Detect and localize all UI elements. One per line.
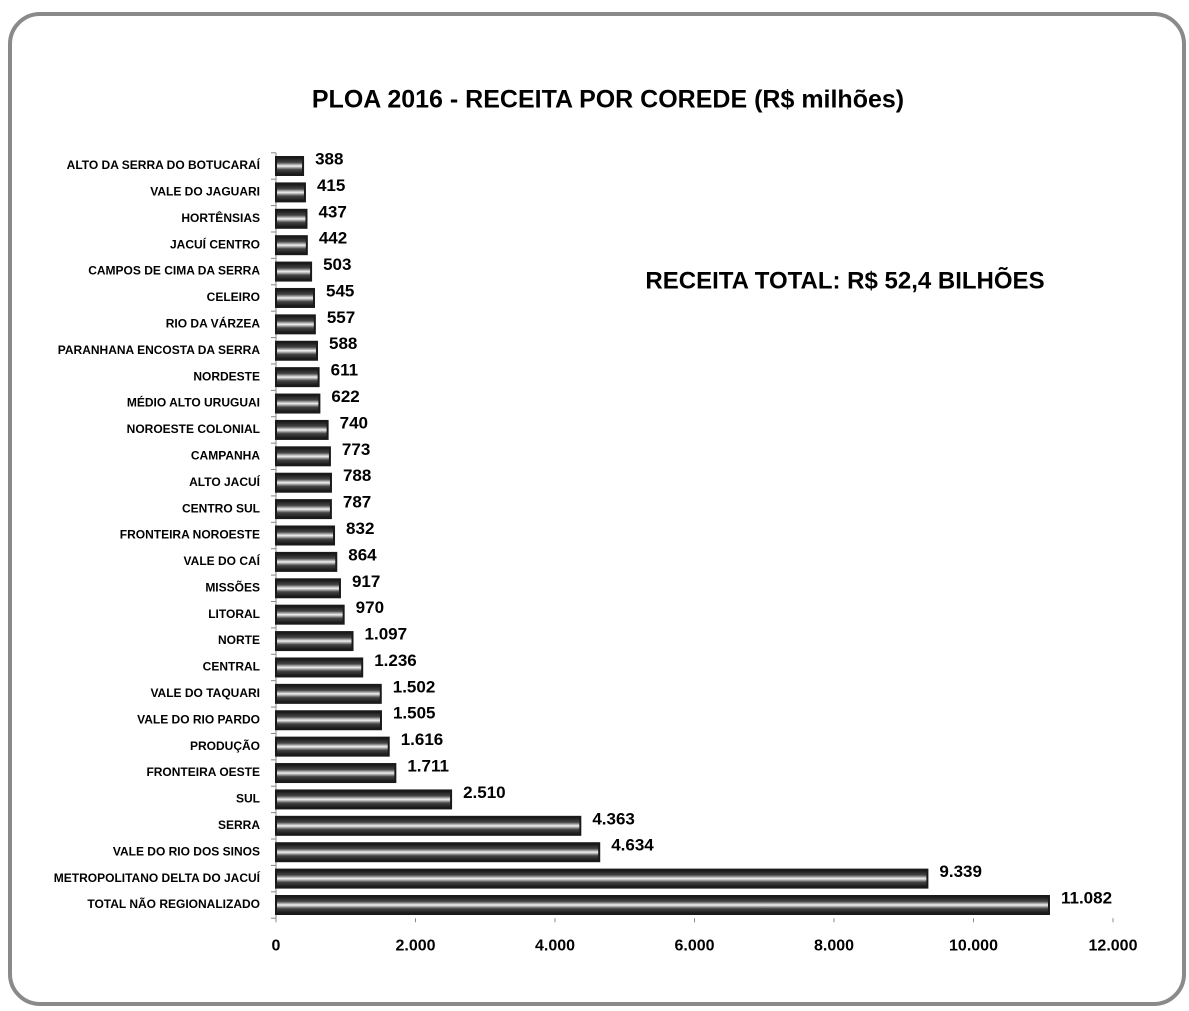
y-tick-label: TOTAL NÃO REGIONALIZADO xyxy=(87,896,260,911)
y-tick-label: SERRA xyxy=(218,818,260,832)
value-label: 1.502 xyxy=(393,677,436,696)
value-label: 740 xyxy=(340,413,368,432)
value-label: 442 xyxy=(319,229,347,248)
bar xyxy=(275,182,306,203)
bar xyxy=(275,789,453,810)
bar xyxy=(275,156,305,176)
value-label: 773 xyxy=(342,440,370,459)
chart-title: PLOA 2016 - RECEITA POR COREDE (R$ milhõ… xyxy=(312,86,904,114)
y-tick-label: CENTRO SUL xyxy=(182,501,260,515)
value-label: 917 xyxy=(352,572,380,591)
bar xyxy=(275,340,319,361)
bar xyxy=(275,208,308,229)
bar xyxy=(275,683,382,704)
bar xyxy=(275,868,929,889)
value-label: 1.711 xyxy=(407,757,449,776)
y-tick-label: SUL xyxy=(236,792,260,806)
y-tick-label: MÉDIO ALTO URUGUAI xyxy=(127,395,260,410)
value-label: 588 xyxy=(329,334,357,353)
bar xyxy=(275,261,313,282)
value-label: 1.505 xyxy=(393,704,436,723)
value-label: 4.634 xyxy=(611,836,654,855)
value-label: 9.339 xyxy=(939,862,982,881)
annotation: RECEITA TOTAL: R$ 52,4 BILHÕES xyxy=(645,266,1044,294)
bar xyxy=(275,578,341,599)
y-tick-label: PRODUÇÃO xyxy=(190,738,260,753)
value-label: 437 xyxy=(318,202,346,221)
bar xyxy=(275,367,320,388)
value-label: 388 xyxy=(315,149,343,168)
bar xyxy=(275,657,364,678)
bar xyxy=(275,763,397,784)
bar xyxy=(275,710,382,731)
y-tick-label: VALE DO CAÍ xyxy=(184,553,261,568)
y-tick-label: ALTO JACUÍ xyxy=(189,474,261,489)
x-tick-label: 8.000 xyxy=(814,937,854,954)
y-tick-label: MISSÕES xyxy=(205,579,260,594)
bar xyxy=(275,604,345,625)
x-tick-label: 12.000 xyxy=(1089,937,1138,954)
value-label: 1.236 xyxy=(374,651,417,670)
bar xyxy=(275,895,1050,915)
value-label: 787 xyxy=(343,493,371,512)
value-label: 557 xyxy=(327,308,355,327)
bar xyxy=(275,393,321,414)
y-tick-label: PARANHANA ENCOSTA DA SERRA xyxy=(58,343,261,357)
y-tick-label: VALE DO TAQUARI xyxy=(150,686,260,700)
value-label: 503 xyxy=(323,255,351,274)
y-tick-label: CAMPOS DE CIMA DA SERRA xyxy=(88,264,260,278)
value-label: 11.082 xyxy=(1061,888,1112,907)
y-tick-label: VALE DO JAGUARI xyxy=(150,185,260,199)
y-tick-label: JACUÍ CENTRO xyxy=(170,236,260,251)
value-label: 788 xyxy=(343,466,371,485)
y-tick-label: CENTRAL xyxy=(203,660,260,674)
y-tick-label: NOROESTE COLONIAL xyxy=(127,422,260,436)
y-tick-label: FRONTEIRA NOROESTE xyxy=(120,528,260,542)
x-tick-label: 10.000 xyxy=(949,937,998,954)
y-tick-label: ALTO DA SERRA DO BOTUCARAÍ xyxy=(67,157,261,172)
value-label: 832 xyxy=(346,519,374,538)
x-tick-label: 2.000 xyxy=(395,937,435,954)
value-label: 622 xyxy=(331,387,359,406)
bar xyxy=(275,842,601,863)
y-tick-label: NORTE xyxy=(218,633,260,647)
value-label: 970 xyxy=(356,598,384,617)
value-label: 545 xyxy=(326,281,354,300)
y-tick-label: VALE DO RIO DOS SINOS xyxy=(113,844,260,858)
value-label: 864 xyxy=(348,545,377,564)
bar xyxy=(275,287,316,308)
y-tick-label: FRONTEIRA OESTE xyxy=(146,765,260,779)
x-tick-label: 4.000 xyxy=(535,937,575,954)
value-label: 1.097 xyxy=(365,625,408,644)
y-tick-label: LITORAL xyxy=(208,607,260,621)
bar xyxy=(275,631,354,652)
y-tick-label: CELEIRO xyxy=(207,290,260,304)
x-tick-label: 0 xyxy=(272,937,281,954)
value-label: 611 xyxy=(331,361,358,380)
bar xyxy=(275,815,582,836)
value-label: 4.363 xyxy=(592,809,635,828)
bar xyxy=(275,419,329,440)
bar xyxy=(275,314,316,335)
bar xyxy=(275,446,331,467)
bar xyxy=(275,235,308,256)
y-tick-label: VALE DO RIO PARDO xyxy=(137,712,260,726)
y-tick-label: NORDESTE xyxy=(193,369,260,383)
bar xyxy=(275,551,338,572)
bar xyxy=(275,499,332,520)
bar xyxy=(275,472,332,493)
value-label: 2.510 xyxy=(463,783,506,802)
value-label: 1.616 xyxy=(401,730,444,749)
bar xyxy=(275,525,336,546)
x-tick-label: 6.000 xyxy=(674,937,714,954)
y-tick-label: METROPOLITANO DELTA DO JACUÍ xyxy=(54,870,261,885)
y-tick-label: RIO DA VÁRZEA xyxy=(166,316,261,331)
value-label: 415 xyxy=(317,176,345,195)
y-tick-label: HORTÊNSIAS xyxy=(181,210,260,225)
bar xyxy=(275,736,390,757)
y-tick-label: CAMPANHA xyxy=(191,448,260,462)
